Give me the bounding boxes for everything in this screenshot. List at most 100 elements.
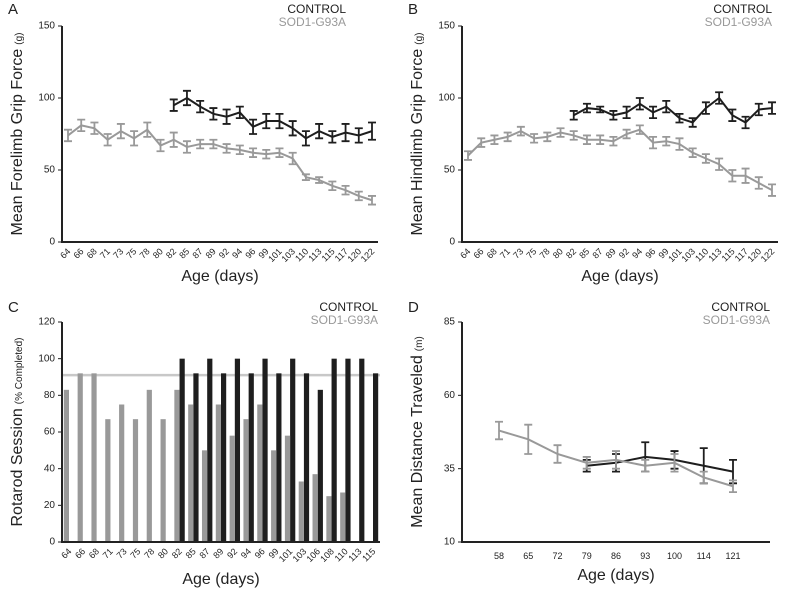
error-bar bbox=[209, 107, 218, 121]
x-tick-label: 65 bbox=[523, 551, 533, 561]
error-bar bbox=[90, 121, 99, 135]
error-bar bbox=[222, 143, 231, 154]
x-tick-label: 73 bbox=[115, 546, 129, 560]
error-bar bbox=[368, 195, 376, 206]
error-bar bbox=[662, 99, 671, 114]
series-line bbox=[67, 124, 373, 202]
error-bar bbox=[209, 138, 218, 150]
y-axis-unit: (% Completed) bbox=[14, 338, 25, 405]
bar bbox=[174, 389, 180, 542]
legend-entry: CONTROL bbox=[319, 300, 378, 314]
bar bbox=[63, 389, 69, 542]
series-line bbox=[173, 96, 373, 140]
y-tick-label: 100 bbox=[438, 93, 455, 104]
x-tick-label: 122 bbox=[359, 246, 377, 264]
y-tick-label: 80 bbox=[44, 390, 56, 401]
bar bbox=[215, 404, 221, 542]
y-tick-label: 0 bbox=[49, 237, 55, 248]
error-bar bbox=[729, 479, 737, 494]
bar bbox=[257, 404, 263, 542]
bar bbox=[331, 358, 337, 542]
error-bar bbox=[582, 134, 591, 145]
error-bar bbox=[315, 123, 324, 140]
series-line bbox=[467, 128, 773, 192]
bar bbox=[188, 404, 194, 542]
x-tick-label: 122 bbox=[759, 246, 777, 264]
error-bar bbox=[464, 150, 472, 161]
panel-label: D bbox=[408, 299, 419, 316]
bar bbox=[179, 358, 185, 542]
x-tick-label: 93 bbox=[640, 551, 650, 561]
bar bbox=[234, 358, 241, 542]
y-axis-unit: (g) bbox=[414, 33, 425, 45]
x-tick-label: 64 bbox=[59, 546, 73, 560]
panel-label: C bbox=[8, 299, 19, 316]
bar bbox=[119, 404, 125, 542]
error-bar bbox=[262, 112, 271, 130]
error-bar bbox=[609, 135, 618, 147]
bar bbox=[373, 373, 379, 542]
x-tick-label: 92 bbox=[225, 546, 239, 560]
error-bar bbox=[288, 151, 297, 166]
error-bar bbox=[222, 108, 231, 125]
x-tick-label: 66 bbox=[73, 546, 87, 560]
error-bar bbox=[641, 458, 650, 473]
error-bar bbox=[315, 176, 324, 184]
error-bar bbox=[553, 444, 562, 464]
x-tick-label: 121 bbox=[725, 551, 740, 561]
legend-entry: CONTROL bbox=[711, 300, 770, 314]
error-bar bbox=[612, 450, 620, 470]
series-line bbox=[586, 455, 734, 473]
error-bar bbox=[701, 153, 710, 164]
error-bar bbox=[754, 102, 763, 117]
error-bar bbox=[156, 138, 165, 153]
y-tick-label: 120 bbox=[38, 317, 55, 328]
y-tick-label: 150 bbox=[438, 21, 455, 32]
x-axis-label: Age (days) bbox=[181, 268, 258, 285]
bar bbox=[201, 450, 208, 542]
error-bar bbox=[768, 183, 776, 197]
axes bbox=[461, 322, 770, 543]
y-axis-label: Mean Distance Traveled (m) bbox=[409, 336, 426, 528]
x-tick-label: 78 bbox=[142, 546, 156, 560]
error-bar bbox=[301, 173, 310, 181]
legend-entry: CONTROL bbox=[287, 2, 346, 16]
x-tick-label: 96 bbox=[253, 546, 267, 560]
bar bbox=[105, 419, 111, 542]
legend-entry: CONTROL bbox=[713, 2, 772, 16]
error-bar bbox=[249, 118, 258, 135]
error-bar bbox=[699, 470, 708, 485]
y-tick-label: 60 bbox=[44, 427, 56, 438]
y-tick-label: 60 bbox=[444, 390, 456, 401]
error-bar bbox=[741, 167, 750, 184]
error-bar bbox=[196, 99, 205, 114]
error-bar bbox=[275, 112, 284, 130]
error-bar bbox=[675, 112, 684, 124]
error-bar bbox=[622, 128, 631, 140]
bar bbox=[132, 419, 139, 542]
x-axis-label: Age (days) bbox=[581, 268, 658, 285]
x-tick-label: 79 bbox=[582, 551, 592, 561]
error-bar bbox=[582, 456, 591, 470]
error-bar bbox=[688, 147, 697, 158]
error-bar bbox=[288, 120, 297, 137]
bar bbox=[262, 358, 268, 542]
error-bar bbox=[582, 102, 591, 114]
y-tick-label: 50 bbox=[444, 165, 456, 176]
x-tick-label: 75 bbox=[128, 546, 142, 560]
x-tick-label: 85 bbox=[184, 546, 198, 560]
y-tick-label: 10 bbox=[444, 537, 456, 548]
y-axis-unit: (m) bbox=[414, 336, 425, 351]
error-bar bbox=[235, 144, 244, 156]
x-tick-label: 86 bbox=[611, 551, 621, 561]
bar bbox=[298, 481, 304, 542]
x-tick-label: 68 bbox=[87, 546, 101, 560]
error-bar bbox=[64, 128, 72, 143]
error-bar bbox=[715, 157, 724, 171]
x-tick-label: 87 bbox=[197, 546, 211, 560]
panel-label: B bbox=[408, 1, 418, 18]
error-bar bbox=[503, 131, 512, 143]
x-tick-label: 58 bbox=[494, 551, 504, 561]
y-tick-label: 0 bbox=[49, 537, 55, 548]
error-bar bbox=[77, 118, 86, 133]
